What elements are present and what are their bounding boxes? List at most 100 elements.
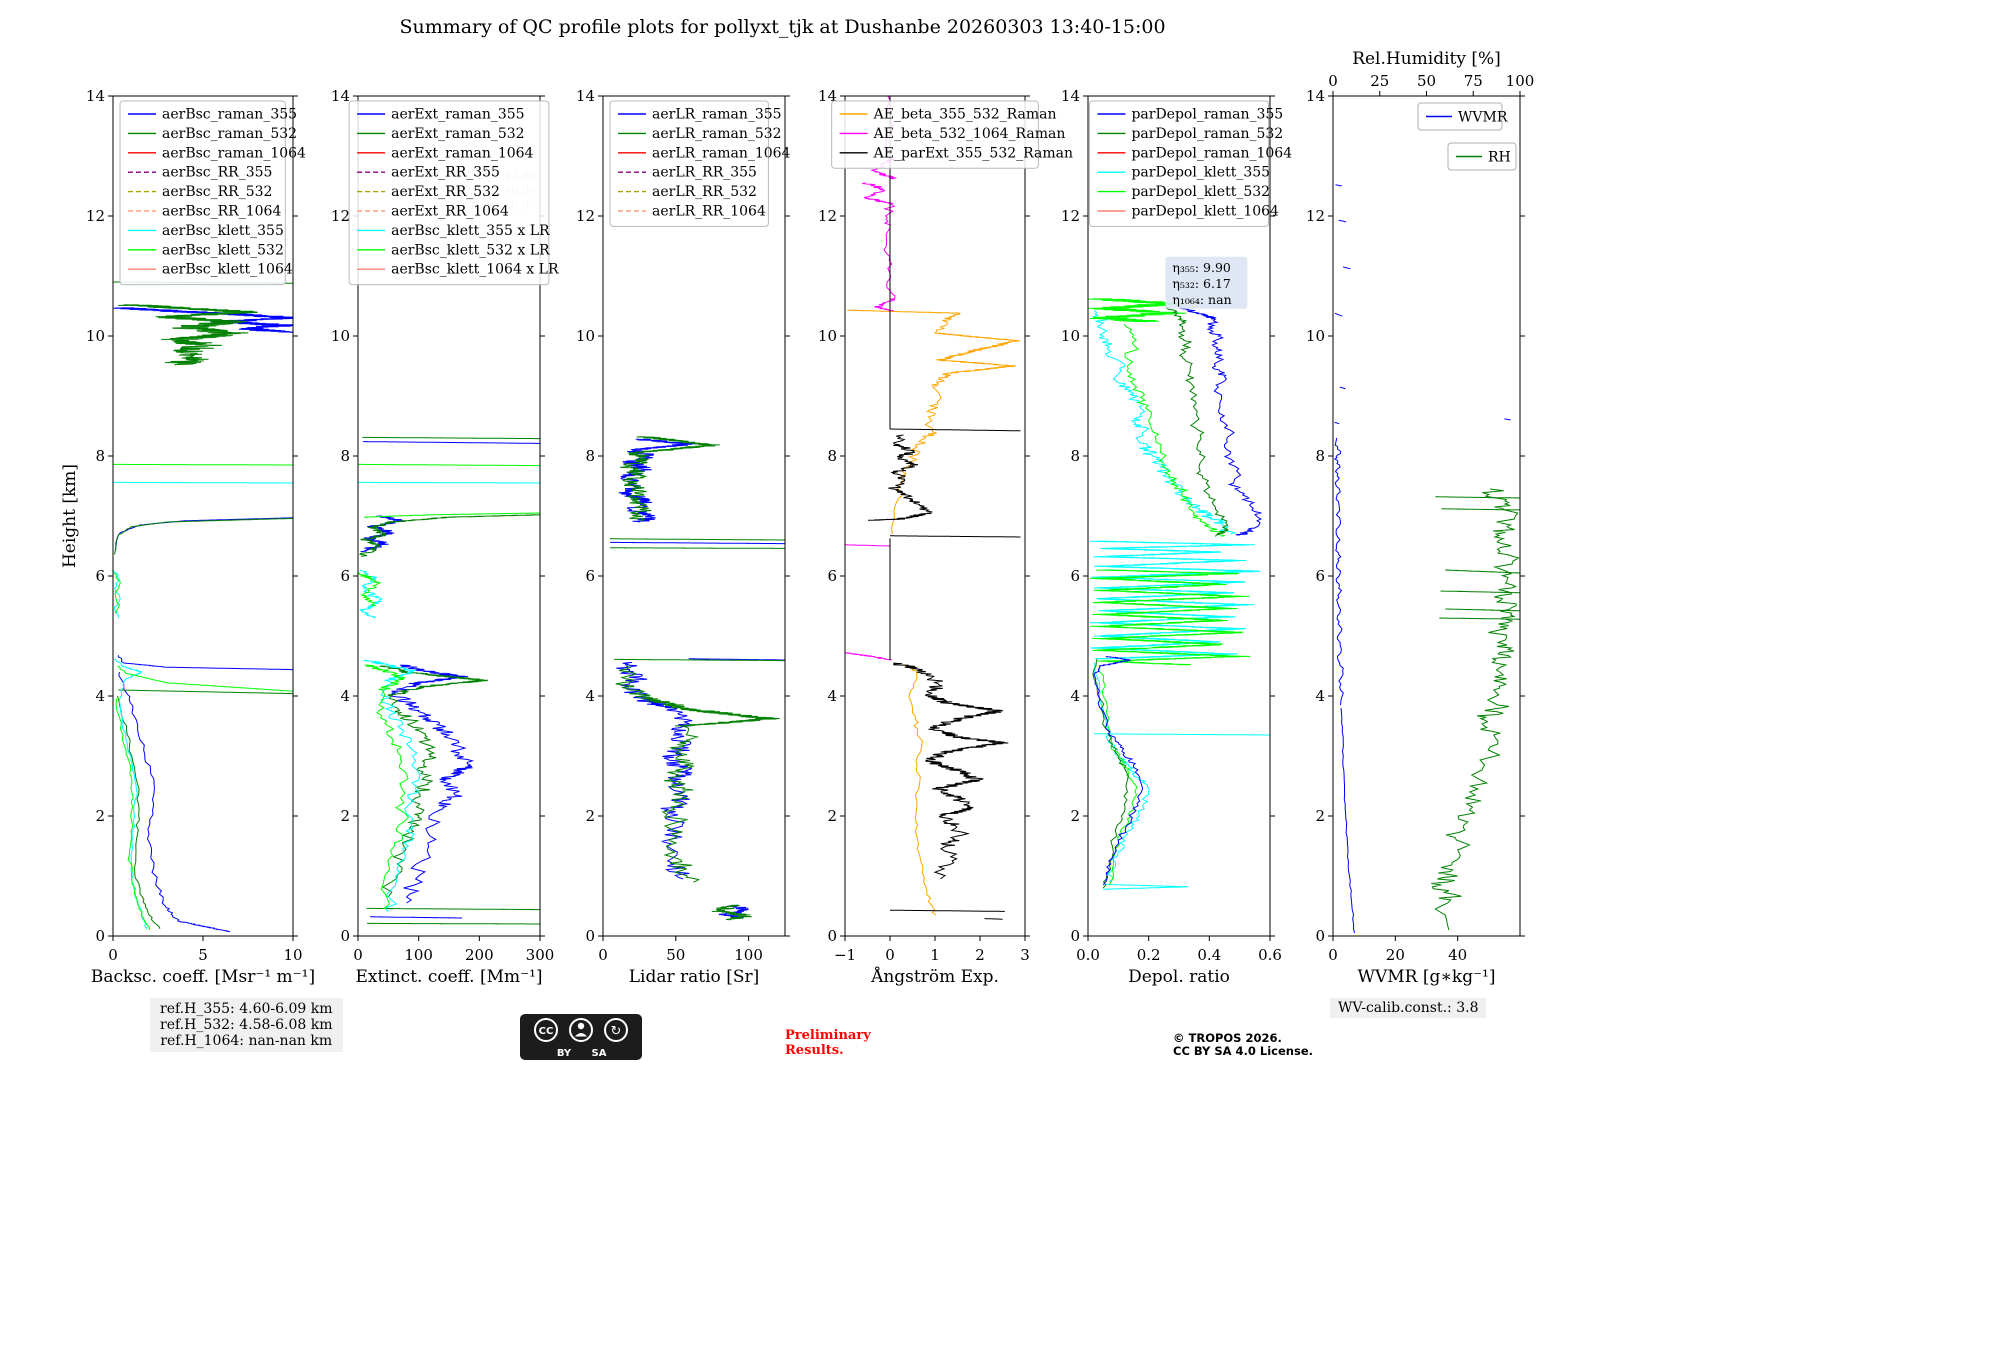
series-AE_parExt_355_532_Raman	[889, 428, 1021, 432]
series-aerBsc_klett_532	[115, 698, 151, 931]
y-tick-label: 14	[86, 87, 105, 105]
legend-box-lidar_ratio	[609, 100, 769, 227]
legend-box-depol	[1088, 100, 1270, 227]
badge-by-label: BY	[557, 1048, 572, 1059]
legend-label-aerExt_RR_1064: aerExt_RR_1064	[391, 204, 509, 220]
y-tick-label: 8	[585, 447, 595, 465]
series-RH	[1439, 617, 1520, 620]
eta-annotation-box	[1165, 256, 1248, 309]
y-tick-label: 6	[585, 567, 595, 585]
series-group-depol	[1088, 298, 1270, 890]
series-aerBsc_raman_355	[117, 655, 293, 671]
x-tick-label: 1	[930, 946, 940, 964]
legend-label-aerBsc_raman_1064: aerBsc_raman_1064	[162, 145, 306, 161]
series-AE_beta_532_1064_Raman	[845, 544, 890, 547]
top-axis-label: Rel.Humidity [%]	[1352, 49, 1501, 69]
x-tick-label: 100	[404, 946, 433, 964]
series-aerBsc_klett_532	[113, 572, 121, 614]
series-parDepol_raman_532	[1092, 658, 1130, 889]
legend-label-aerBsc_klett_355: aerBsc_klett_355	[162, 223, 284, 239]
series-AE_parExt_355_532_Raman	[984, 918, 1003, 920]
series-aerLR_raman_532	[609, 538, 785, 541]
series-WVMR	[1340, 707, 1355, 934]
y-tick-label: 4	[1070, 687, 1080, 705]
y-tick-label: 6	[827, 567, 837, 585]
series-RH	[1441, 508, 1520, 511]
series-aerBsc_klett_355_x_LR	[358, 481, 540, 484]
series-WVMR	[1339, 386, 1346, 390]
series-aerLR_raman_355	[618, 438, 698, 523]
panel-lidar_ratio: 0 2 4 6 8 10 12 14 0 50 100 Lidar ratio [Sr] aerLR_r…	[576, 87, 791, 987]
legend-label-aerBsc_RR_1064: aerBsc_RR_1064	[162, 204, 281, 220]
y-tick-label: 0	[585, 927, 595, 945]
series-aerLR_raman_532	[620, 436, 720, 522]
legend-label-parDepol_raman_1064: parDepol_raman_1064	[1131, 145, 1292, 161]
series-aerBsc_raman_532	[117, 695, 161, 929]
x-tick-label: 0	[353, 946, 363, 964]
eta-annotation-line: η₃₅₅: 9.90	[1172, 260, 1231, 275]
series-AE_beta_355_532_Raman	[903, 664, 937, 916]
y-tick-label: 14	[331, 87, 350, 105]
panel-depol: 0 2 4 6 8 10 12 14 0.0 0.2 0.4 0.6 Depol. ratio parDe…	[1061, 87, 1292, 987]
legend-label-aerBsc_klett_1064: aerBsc_klett_1064	[162, 262, 293, 278]
figure-title: Summary of QC profile plots for pollyxt_…	[399, 16, 1166, 38]
top-tick-label: 25	[1370, 72, 1389, 90]
x-axis-label-depol: Depol. ratio	[1128, 967, 1230, 987]
y-tick-label: 14	[1306, 87, 1325, 105]
cc-badge-background	[520, 1014, 642, 1060]
series-parDepol_klett_355	[1089, 540, 1261, 660]
series-aerBsc_klett_532	[117, 665, 293, 692]
axes-box-angstrom	[844, 95, 1026, 937]
top-tick-label: 75	[1464, 72, 1483, 90]
series-AE_parExt_355_532_Raman	[890, 909, 1005, 912]
y-tick-label: 10	[576, 327, 595, 345]
ref-h-532: ref.H_532: 4.58-6.08 km	[160, 1017, 333, 1033]
y-tick-label: 0	[827, 927, 837, 945]
y-tick-label: 2	[1070, 807, 1080, 825]
y-tick-label: 4	[1315, 687, 1325, 705]
x-tick-label: 0.6	[1258, 946, 1282, 964]
ref-h-1064: ref.H_1064: nan-nan km	[160, 1033, 333, 1049]
series-WVMR	[1335, 184, 1342, 187]
y-tick-label: 4	[340, 687, 350, 705]
tropos-license-note: © TROPOS 2026. CC BY SA 4.0 License.	[1173, 1031, 1313, 1058]
panel-extinction: LR_355: 45.00LR_532: 40.00LR_1064: 50.00…	[331, 87, 559, 987]
series-aerLR_raman_532	[615, 665, 780, 883]
y-tick-label: 2	[95, 807, 105, 825]
series-parDepol_klett_532	[1088, 298, 1187, 323]
attribution-person-icon	[569, 1018, 593, 1042]
y-tick-label: 14	[1061, 87, 1080, 105]
legend-label-aerLR_raman_532: aerLR_raman_532	[652, 126, 782, 142]
legend-label-aerBsc_klett_355 x LR: aerBsc_klett_355 x LR	[391, 223, 550, 239]
series-RH	[1431, 488, 1520, 931]
legend-box-backscatter	[119, 100, 286, 286]
x-tick-label: 10	[283, 946, 302, 964]
series-parDepol_klett_355	[1093, 662, 1150, 883]
x-tick-label: 2	[975, 946, 985, 964]
x-tick-label: 40	[1448, 946, 1467, 964]
axes-box-wvmr	[1332, 95, 1521, 937]
x-tick-label: 0.2	[1137, 946, 1161, 964]
x-axis-label-extinction: Extinct. coeff. [Mm⁻¹]	[355, 967, 542, 987]
series-aerLR_raman_532	[610, 547, 785, 549]
x-tick-label: 200	[465, 946, 494, 964]
eta-annotation-line: η₁₀₆₄: nan	[1172, 292, 1231, 307]
y-tick-label: 6	[1070, 567, 1080, 585]
series-parDepol_klett_355	[1103, 883, 1189, 890]
y-tick-label: 10	[86, 327, 105, 345]
ref-h-355: ref.H_355: 4.60-6.09 km	[160, 1001, 333, 1017]
y-tick-label: 10	[1061, 327, 1080, 345]
y-tick-label: 2	[827, 807, 837, 825]
y-tick-label: 14	[576, 87, 595, 105]
legend-box-angstrom	[831, 100, 1039, 169]
series-aerExt_raman_532	[379, 665, 489, 898]
legend-label-parDepol_raman_355: parDepol_raman_355	[1131, 107, 1283, 123]
series-RH	[1435, 496, 1520, 499]
legend-label-aerLR_raman_355: aerLR_raman_355	[652, 107, 782, 123]
y-tick-label: 12	[86, 207, 105, 225]
x-tick-label: 20	[1386, 946, 1405, 964]
y-axis-label: Height [km]	[60, 464, 80, 568]
series-AE_beta_355_532_Raman	[847, 309, 1020, 535]
series-WVMR	[1334, 421, 1340, 425]
